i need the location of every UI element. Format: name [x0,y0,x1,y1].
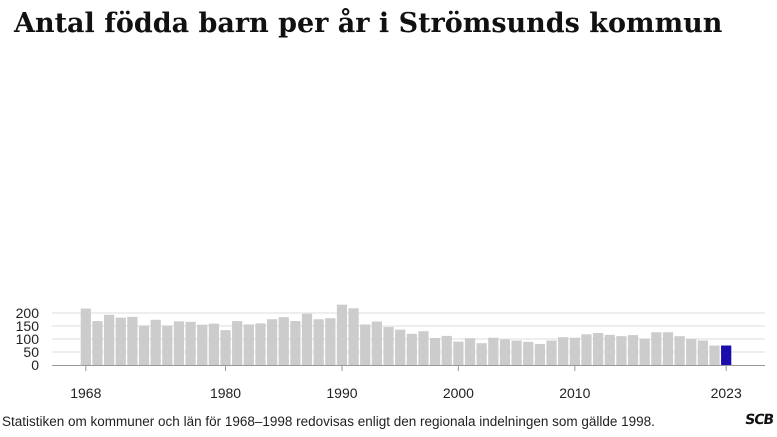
bar-1984 [266,319,278,365]
bar-1981 [232,321,243,365]
x-axis [52,365,765,371]
bar-2010 [569,337,580,365]
bar-2001 [464,338,476,365]
x-tick-label: 1990 [326,385,357,401]
bar-2008 [546,340,557,365]
bar-2020 [686,339,697,365]
bar-1979 [208,323,220,365]
x-tick-label: 2023 [711,385,742,401]
x-tick-label: 2010 [559,385,590,401]
bar-1970 [103,314,115,365]
bar-2003 [488,337,499,365]
x-axis-ticks: 1968 1980 1990 2000 2010 2023 [70,385,742,401]
bar-2007 [534,343,546,365]
bar-1991 [348,308,359,365]
y-tick-label: 200 [16,305,40,321]
bar-2013 [604,334,615,365]
bar-1977 [185,321,196,365]
bar-1992 [360,324,371,365]
bar-1975 [162,325,173,365]
x-tick-label: 1980 [210,385,241,401]
bar-1968 [80,308,91,365]
bar-2014 [616,336,627,365]
bar-1990 [336,304,348,365]
x-tick-label: 2000 [443,385,474,401]
page-title: Antal födda barn per år i Strömsunds kom… [14,8,723,39]
bar-1988 [313,319,324,365]
bar-1982 [243,324,254,365]
scb-logo: SCB [743,412,775,428]
y-tick-label: 50 [23,344,39,360]
bar-1993 [371,321,383,365]
bar-2006 [523,341,534,365]
bar-2018 [662,332,674,365]
bar-1986 [290,321,301,365]
bar-2011 [581,334,592,365]
bar-2004 [499,339,511,365]
bar-1980 [220,330,231,365]
bar-2023 [721,345,732,365]
bar-1999 [441,335,452,365]
bar-1971 [115,317,126,365]
bar-1989 [325,318,336,365]
bar-2000 [453,341,464,365]
bar-1996 [406,333,417,365]
bar-2022 [709,345,720,365]
bars [80,304,732,365]
bar-1976 [173,321,185,365]
bar-1969 [92,321,103,365]
bar-2017 [651,332,662,365]
y-tick-label: 100 [16,331,40,347]
bar-2016 [639,338,650,365]
bar-1978 [197,324,208,365]
bar-2005 [511,340,522,365]
bar-1998 [429,337,441,365]
bar-1972 [127,316,138,365]
bar-1983 [255,323,266,365]
y-tick-label: 150 [16,318,40,334]
bar-2009 [558,337,569,365]
bar-1974 [150,319,161,365]
bar-2021 [697,340,709,365]
bar-1994 [383,327,394,365]
bar-1997 [418,331,429,365]
bar-2015 [627,335,639,365]
bar-2019 [674,336,685,365]
bar-1995 [395,329,406,365]
x-tick-label: 1968 [70,385,101,401]
bar-1985 [278,317,289,365]
footnote: Statistiken om kommuner och län för 1968… [2,414,655,429]
bar-1973 [138,325,150,365]
bar-1987 [301,313,313,365]
y-tick-label: 0 [31,357,39,373]
bar-2002 [476,343,487,365]
bar-2012 [592,333,604,365]
